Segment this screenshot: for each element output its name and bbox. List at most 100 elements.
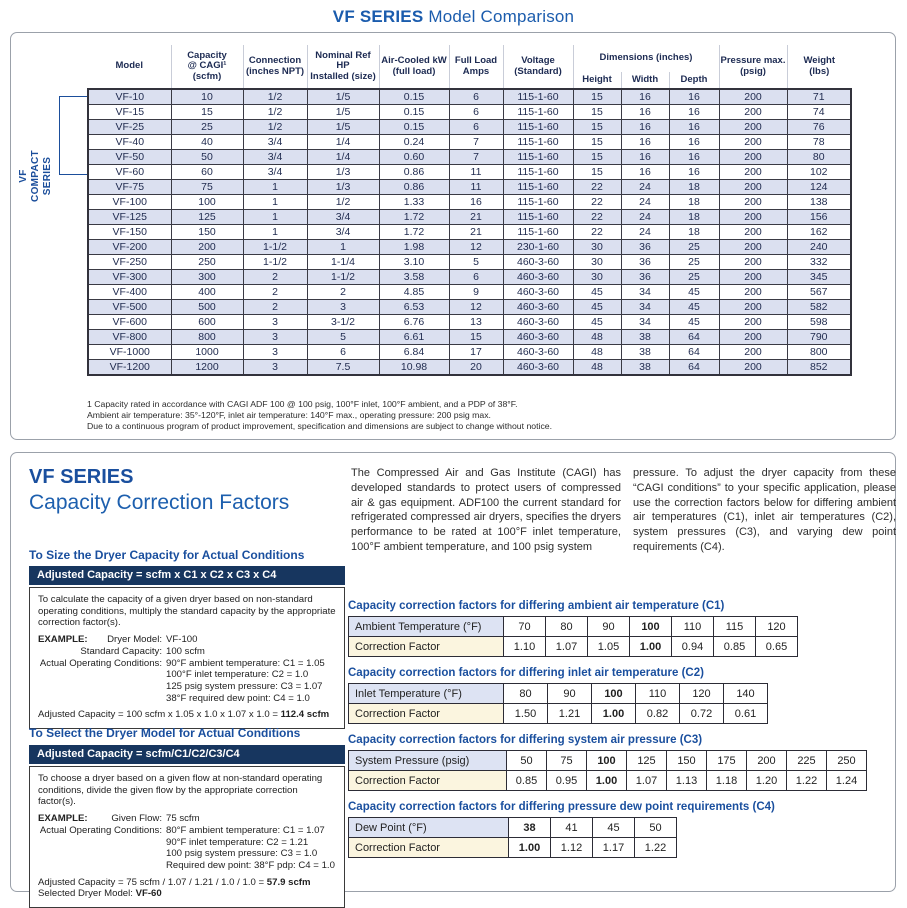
table-cell: 22 — [572, 194, 622, 210]
page-title-rest: Model Comparison — [428, 7, 575, 26]
table-cell: VF-800 — [87, 329, 172, 345]
table-cell: 21 — [448, 209, 504, 225]
example-line-label: EXAMPLE: Dryer Model: — [38, 634, 162, 646]
table-cell: 48 — [572, 359, 622, 376]
table-cell: 18 — [668, 194, 720, 210]
example-field-value: 90°F inlet temperature: C2 = 1.21 — [166, 836, 309, 848]
table-cell: 90 — [547, 683, 592, 704]
table-cell: 1 — [242, 179, 308, 195]
table-row: Dew Point (°F) 38 41 45 50 — [348, 817, 677, 838]
table-cell: VF-500 — [87, 299, 172, 315]
table-cell: 115-1-60 — [502, 134, 574, 150]
example-keyword: EXAMPLE: — [38, 634, 88, 646]
table-cell: 36 — [620, 239, 670, 255]
table-cell: 16 — [668, 88, 720, 105]
table-cell: 0.15 — [378, 88, 450, 105]
example-field-value: VF-100 — [166, 634, 198, 646]
table-cell: 1/2 — [242, 119, 308, 135]
col-header-model: Model — [115, 60, 143, 72]
table-cell: 200 — [718, 179, 788, 195]
table-cell: 250 — [826, 750, 867, 771]
select-adjusted-capacity-result: Adjusted Capacity = 75 scfm / 1.07 / 1.2… — [38, 877, 336, 889]
table-cell: 38 — [620, 329, 670, 345]
example-line-label — [38, 837, 162, 849]
table-row: VF-75 75 1 1/3 0.86 11 115-1-60 22 24 18 200 124 — [87, 179, 852, 195]
example-line-label: Actual Operating Conditions: — [38, 658, 162, 670]
table-cell: 200 — [718, 239, 788, 255]
col-header-weight: Weight (lbs) — [786, 45, 851, 89]
example-line: 125 psig system pressure: C3 = 1.07 — [38, 681, 336, 693]
example-line: 100 psig system pressure: C3 = 1.0 — [38, 848, 336, 860]
table-cell: 332 — [786, 254, 852, 270]
table-cell: 38 — [508, 817, 551, 838]
table-cell: 0.94 — [671, 636, 714, 657]
table-cell: 3-1/2 — [306, 314, 380, 330]
table-cell: 5 — [448, 254, 504, 270]
correction-table-block: Capacity correction factors for differin… — [348, 734, 896, 791]
example-field-label: Actual Operating Conditions: — [39, 824, 162, 836]
table-cell: 50 — [634, 817, 677, 838]
table-cell: VF-1200 — [87, 359, 172, 376]
col-header-height: Height — [572, 72, 621, 89]
correction-tables: Capacity correction factors for differin… — [348, 600, 896, 868]
table-row: VF-125 125 1 3/4 1.72 21 115-1-60 22 24 18 200 156 — [87, 209, 852, 225]
table-row: Correction Factor 1.00 1.12 1.17 1.22 — [348, 837, 677, 858]
table-cell: 0.86 — [378, 164, 450, 180]
example-field-value: 125 psig system pressure: C3 = 1.07 — [166, 680, 323, 692]
table-cell: 120 — [755, 616, 798, 637]
table-cell: 34 — [620, 314, 670, 330]
table-row: VF-15 15 1/2 1/5 0.15 6 115-1-60 15 16 16 200 74 — [87, 104, 852, 120]
table-row: Correction Factor 1.50 1.21 1.00 0.82 0.72 0.6… — [348, 703, 768, 724]
table-cell: 200 — [746, 750, 787, 771]
table-cell: 0.15 — [378, 104, 450, 120]
cagi-intro-column-2: pressure. To adjust the dryer capacity f… — [633, 467, 896, 553]
table-cell: 22 — [572, 224, 622, 240]
correction-table: Ambient Temperature (°F) 70 80 90 100 110 115 1… — [348, 616, 798, 657]
correction-factors-panel: VF SERIES Capacity Correction Factors To… — [10, 452, 896, 908]
table-cell: 1.00 — [586, 770, 627, 791]
table-cell: 15 — [572, 104, 622, 120]
table-cell: 16 — [620, 88, 670, 105]
correction-table-title: Capacity correction factors for differin… — [348, 734, 703, 746]
table-cell: 1.05 — [587, 636, 630, 657]
table-cell: 162 — [786, 224, 852, 240]
table-cell: VF-300 — [87, 269, 172, 285]
table-cell: 6.76 — [378, 314, 450, 330]
row-label-cell: Correction Factor — [348, 636, 504, 657]
table-cell: VF-100 — [87, 194, 172, 210]
example-line-label: Actual Operating Conditions: — [38, 825, 162, 837]
table-row: VF-800 800 3 5 6.61 15 460-3-60 48 38 64 200 790 — [87, 329, 852, 345]
col-header-pressure-max: Pressure max. (psig) — [718, 45, 787, 89]
table-cell: 124 — [786, 179, 852, 195]
table-cell: 1-1/4 — [306, 254, 380, 270]
select-result-prefix: Adjusted Capacity = 75 scfm / 1.07 / 1.2… — [38, 876, 267, 888]
example-line-label: EXAMPLE: Given Flow: — [38, 813, 162, 825]
table-cell: 460-3-60 — [502, 329, 574, 345]
table-cell: VF-200 — [87, 239, 172, 255]
table-cell: 38 — [620, 344, 670, 360]
table-cell: 200 — [718, 194, 788, 210]
table-cell: 6 — [448, 269, 504, 285]
row-label-cell: Dew Point (°F) — [348, 817, 509, 838]
example-field-value: 100 scfm — [166, 645, 205, 657]
table-cell: 6.53 — [378, 299, 450, 315]
table-cell: 7.5 — [306, 359, 380, 376]
table-cell: 0.95 — [546, 770, 587, 791]
table-cell: 200 — [718, 209, 788, 225]
table-cell: VF-125 — [87, 209, 172, 225]
table-cell: 74 — [786, 104, 852, 120]
table-cell: 45 — [668, 284, 720, 300]
table-cell: 16 — [668, 119, 720, 135]
table-row: Correction Factor 0.85 0.95 1.00 1.07 1.13 1.1… — [348, 770, 867, 791]
table-cell: 16 — [668, 104, 720, 120]
table-cell: 24 — [620, 224, 670, 240]
table-cell: 45 — [572, 314, 622, 330]
size-dryer-heading: To Size the Dryer Capacity for Actual Co… — [29, 548, 305, 562]
table-cell: 3/4 — [242, 149, 308, 165]
table-cell: 0.61 — [723, 703, 768, 724]
correction-title: VF SERIES — [29, 466, 134, 488]
table-cell: 11 — [448, 164, 504, 180]
table-cell: 225 — [786, 750, 827, 771]
table-cell: 0.82 — [635, 703, 680, 724]
table-cell: 9 — [448, 284, 504, 300]
